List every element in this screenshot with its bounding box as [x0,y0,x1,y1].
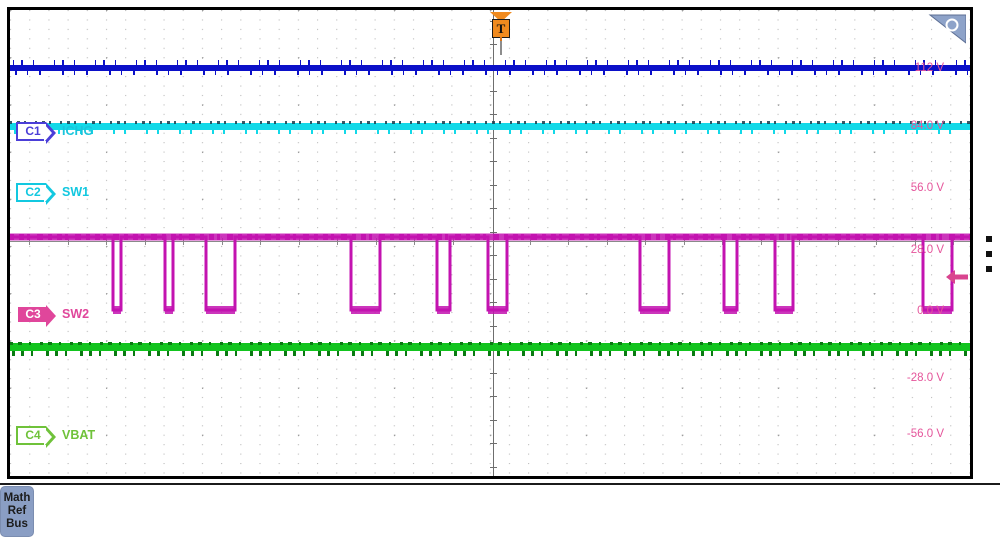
channel-badge-label: C4 [25,428,41,442]
channel-badge-c2[interactable]: C2 [16,182,56,205]
trace-c3-path [10,235,970,312]
vertical-scale-label: 0.0 V [917,305,944,317]
waveform-plot-area[interactable]: C1 ICHG C2 SW1 C3 SW2 C4 [7,7,973,479]
grid-coarse-dots [10,10,970,476]
math-ref-bus-button[interactable]: Math Ref Bus [0,486,34,537]
vertical-scale-label: 28.0 V [910,244,944,256]
channel-marker-c2[interactable]: C2 SW1 [16,182,90,205]
channel-name-c1: ICHG [62,124,94,138]
bottom-bar-divider [0,483,1000,485]
vertical-scale-label: -56.0 V [906,428,944,440]
channel-name-c4: VBAT [62,428,96,442]
channel-level-arrow-c3[interactable] [946,268,968,286]
trigger-stem-line [500,41,502,55]
channel-name-c2: SW1 [62,185,90,199]
right-panel-drag-handle[interactable] [984,236,994,272]
channel-badge-label: C2 [25,185,41,199]
channel-name-c3: SW2 [62,307,90,321]
channel-badge-c3[interactable]: C3 [16,304,56,327]
math-label: Math [3,492,31,504]
bottom-settings-bar: Ch 1 5.00 A/div 50 Ω 500 MHz Ch 2 24.0 V… [0,486,1000,547]
vertical-scale-label: 56.0 V [910,182,944,194]
channel-marker-c1[interactable]: C1 ICHG [16,121,94,144]
channel-badge-label: C1 [25,124,41,138]
waveform-grid: C1 ICHG C2 SW1 C3 SW2 C4 [10,10,970,476]
channel-badge-label: C3 [25,307,41,321]
magnifier-icon[interactable] [928,14,967,45]
bus-label: Bus [6,518,28,530]
channel-badge-c1[interactable]: C1 [16,121,56,144]
vertical-scale-label: 84.0 V [910,120,944,132]
vertical-scale-label: -28.0 V [906,372,944,384]
ref-label: Ref [7,505,27,517]
trigger-marker-label: T [492,19,510,38]
trigger-arrow-icon [490,12,512,22]
vertical-scale-label: 112 V [914,62,944,74]
trace-c3-noise [10,234,970,240]
channel-marker-c4[interactable]: C4 VBAT [16,425,96,448]
channel-marker-c3[interactable]: C3 SW2 [16,304,90,327]
channel-badge-c4[interactable]: C4 [16,425,56,448]
